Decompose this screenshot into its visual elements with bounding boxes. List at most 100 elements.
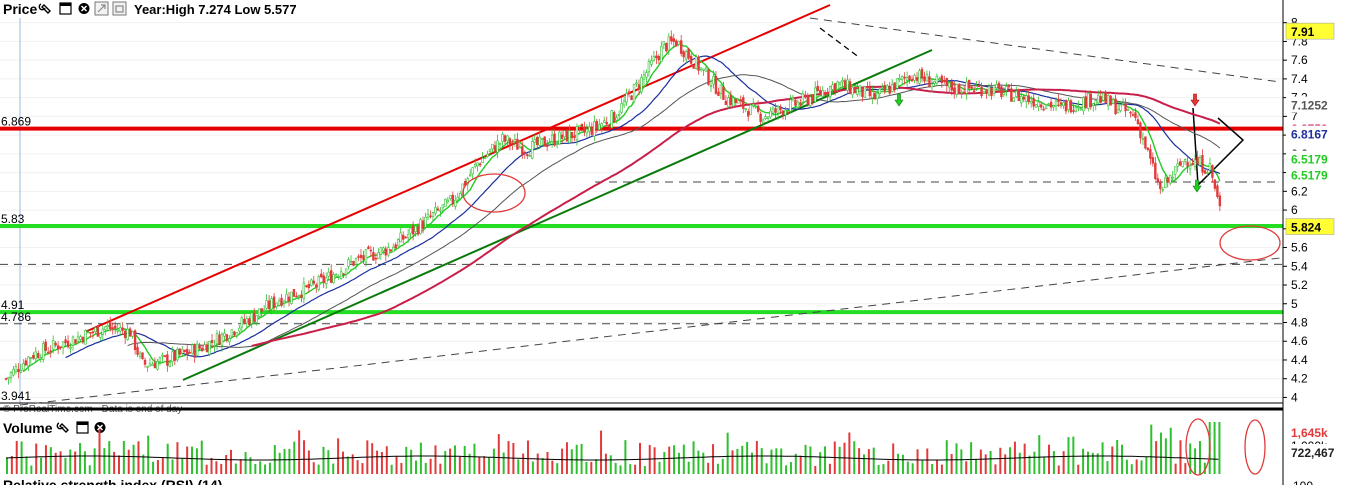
candle: [791, 94, 795, 102]
candle: [501, 131, 504, 147]
volume-bar: [595, 459, 598, 474]
candle: [1156, 173, 1160, 186]
volume-bar: [195, 448, 198, 474]
candle: [141, 352, 144, 360]
restore-icon[interactable]: [112, 1, 127, 16]
candle: [1173, 166, 1177, 181]
volume-bar: [585, 461, 588, 474]
volume-bar: [220, 463, 223, 474]
close-icon[interactable]: [78, 3, 90, 14]
volume-bar: [614, 462, 617, 474]
candle: [181, 345, 184, 357]
volume-bar: [1135, 459, 1138, 474]
wrench-icon[interactable]: [56, 422, 69, 433]
volume-bar: [814, 465, 817, 474]
candle: [888, 81, 891, 96]
volume-bar: [327, 450, 330, 474]
volume-bar: [380, 451, 383, 474]
candle: [895, 78, 899, 91]
volume-bar: [892, 443, 895, 474]
volume-bar: [663, 451, 666, 474]
candle: [131, 331, 134, 339]
candle: [650, 55, 653, 67]
volume-bar: [799, 455, 802, 474]
candle: [737, 98, 740, 104]
window-icon[interactable]: [76, 421, 89, 434]
candle: [987, 83, 991, 97]
candle: [995, 80, 998, 90]
candle: [1020, 92, 1023, 107]
candle: [642, 70, 646, 86]
down-arrow-icon: [1190, 93, 1200, 107]
volume-bar: [83, 451, 86, 474]
volume-bar: [1203, 462, 1206, 474]
volume-bar: [770, 449, 773, 474]
candle: [332, 272, 335, 284]
candle: [382, 246, 385, 255]
last-value-badge: 6.5179: [1286, 166, 1334, 183]
candle: [528, 150, 531, 157]
candle: [171, 346, 174, 367]
candle: [722, 81, 725, 101]
window-icon[interactable]: [59, 2, 72, 15]
volume-bar: [264, 464, 267, 474]
candle: [841, 77, 844, 88]
candle: [59, 346, 62, 350]
volume-bar: [517, 459, 520, 474]
y-tick-label: 4.2: [1291, 372, 1308, 386]
candle: [401, 231, 405, 244]
candle: [913, 73, 916, 84]
candle: [1178, 158, 1182, 167]
candle: [742, 95, 745, 114]
svg-text:5.824: 5.824: [1291, 221, 1321, 235]
candles: [4, 30, 1222, 385]
maximize-icon[interactable]: [94, 1, 109, 16]
candle: [262, 304, 266, 312]
candle: [923, 71, 926, 85]
candle: [903, 72, 906, 85]
volume-bar: [127, 449, 130, 474]
candle: [404, 235, 407, 239]
candle: [990, 82, 993, 100]
candle: [481, 151, 484, 164]
candle: [635, 79, 638, 87]
volume-bar: [346, 456, 349, 474]
candle: [1141, 132, 1145, 146]
highlight-ellipse-low: [1219, 225, 1281, 261]
candle: [493, 141, 497, 154]
pullback-dashed: [819, 27, 861, 59]
volume-bars: [5, 422, 1221, 474]
candle: [49, 345, 52, 358]
candle: [764, 113, 767, 121]
candle: [1067, 97, 1070, 113]
y-tick-label: 5.4: [1291, 259, 1308, 273]
close-icon[interactable]: [94, 422, 106, 433]
volume-bar: [765, 463, 768, 474]
volume-bar: [191, 446, 194, 474]
wrench-icon[interactable]: [38, 3, 51, 14]
candle: [369, 245, 373, 257]
candle: [1015, 86, 1018, 99]
volume-bar: [604, 453, 607, 474]
candle: [985, 88, 988, 99]
volume-bar: [322, 446, 325, 474]
volume-bar: [687, 461, 690, 474]
volume-bar: [44, 445, 47, 474]
candle: [992, 84, 996, 97]
volume-bar: [1038, 435, 1041, 474]
volume-bar: [351, 454, 354, 474]
volume-average-line: [5, 455, 1219, 461]
candle: [739, 95, 742, 105]
level-label: 3.941: [1, 389, 31, 403]
candle: [151, 361, 154, 366]
candle: [1054, 97, 1058, 112]
candle: [109, 316, 112, 332]
candle: [928, 71, 931, 88]
candle: [866, 81, 869, 91]
candle: [1149, 144, 1152, 165]
candle: [1099, 89, 1102, 104]
candle: [178, 348, 181, 357]
volume-bar: [1150, 424, 1153, 474]
candle: [498, 142, 502, 150]
candle: [238, 325, 241, 335]
